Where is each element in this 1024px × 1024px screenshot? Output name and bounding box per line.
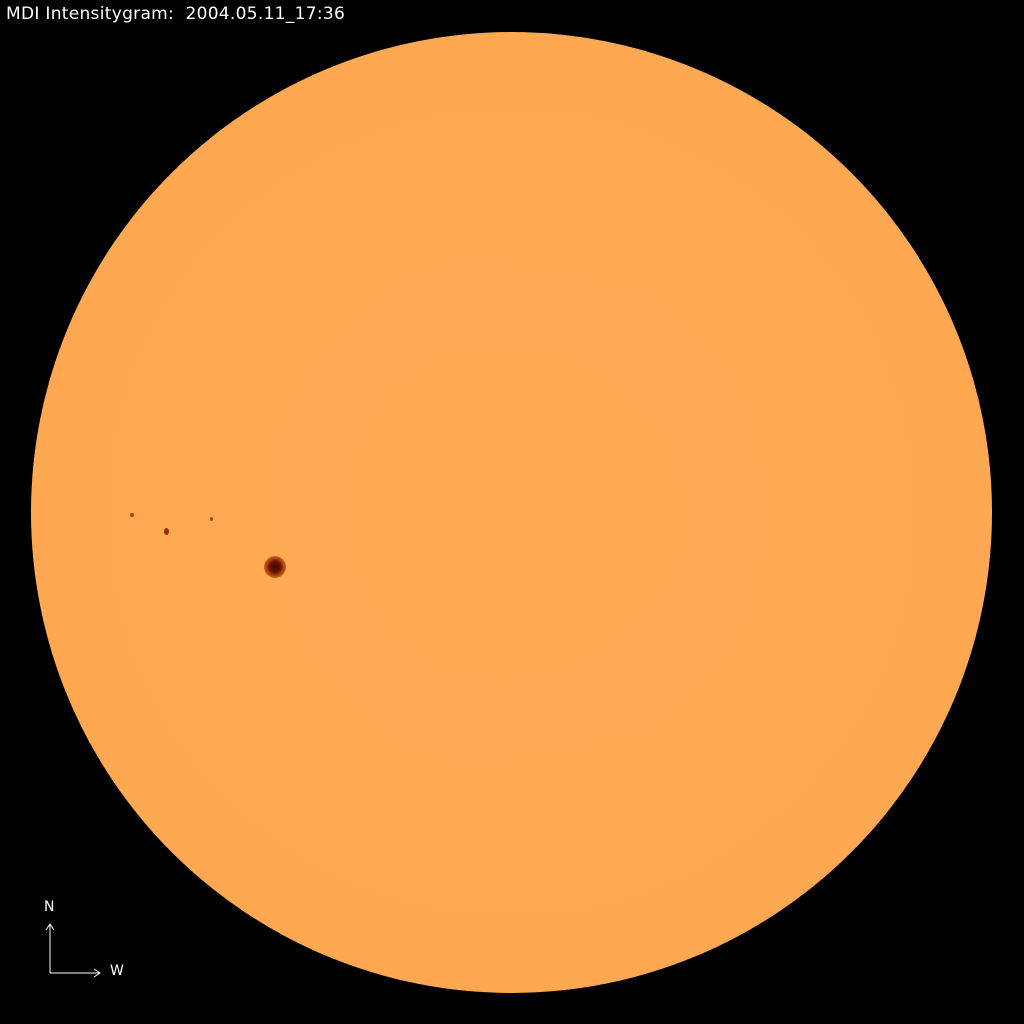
compass-arrows-icon [45,923,101,978]
sunspot-small [130,513,134,517]
north-label: N [44,899,55,915]
sunspot-small [210,517,213,521]
solar-disk [31,32,992,993]
sunspot-large [264,556,286,578]
west-label: W [110,963,124,979]
image-title: MDI Intensitygram: 2004.05.11_17:36 [6,4,346,24]
sunspot-small [164,528,169,535]
